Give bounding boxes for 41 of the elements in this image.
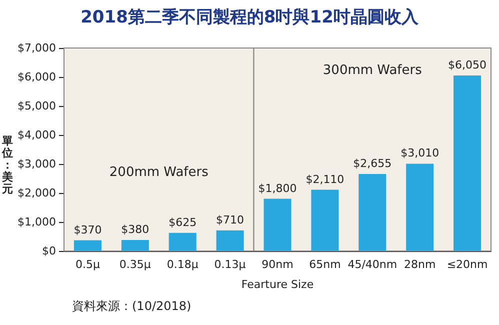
y-tick-label: $3,000 [18,158,56,170]
x-tick-label: 0.5μ [75,258,100,271]
bar [168,232,196,251]
data-label: $6,050 [448,58,487,72]
y-tick-label: $6,000 [18,70,56,84]
x-tick-label: 0.18μ [166,258,198,271]
bar [358,174,386,251]
bar [216,230,244,251]
x-tick-label: 45/40nm [348,258,398,271]
bar [74,240,102,251]
y-axis-title: 單位：美元 [1,134,13,196]
x-tick-label: ≤20nm [446,258,488,271]
y-tick-label: $0 [42,244,56,258]
x-axis-title: Fearture Size [241,278,314,291]
bar [311,190,339,251]
y-tick-label: $1,000 [18,216,56,228]
y-tick-label: $5,000 [18,100,56,112]
x-tick-label: 90nm [262,258,294,271]
data-label: $370 [74,223,102,236]
data-label: $380 [121,222,150,236]
data-label: $2,655 [353,157,392,170]
bar [406,164,434,251]
data-label: $625 [168,216,197,229]
band-label: 200mm Wafers [109,164,209,180]
bar [121,240,149,251]
x-tick-label: 65nm [309,258,341,271]
x-tick-label: 0.35μ [119,258,151,271]
bar [264,198,292,251]
source-note: 資料來源：(10/2018) [72,299,192,313]
x-tick-label: 0.13μ [214,258,246,271]
data-label: $710 [216,213,244,226]
data-label: $1,800 [258,182,297,195]
data-label: $3,010 [400,146,440,160]
y-tick-label: $4,000 [18,128,56,142]
x-tick-label: 28nm [404,258,436,271]
chart-title: 2018第二季不同製程的8吋與12吋晶圓收入 [80,8,420,28]
bar [454,76,482,251]
band-label: 300mm Wafers [322,62,422,78]
y-tick-label: $7,000 [18,42,56,54]
y-tick-label: $2,000 [18,186,56,200]
data-label: $2,110 [306,172,344,186]
